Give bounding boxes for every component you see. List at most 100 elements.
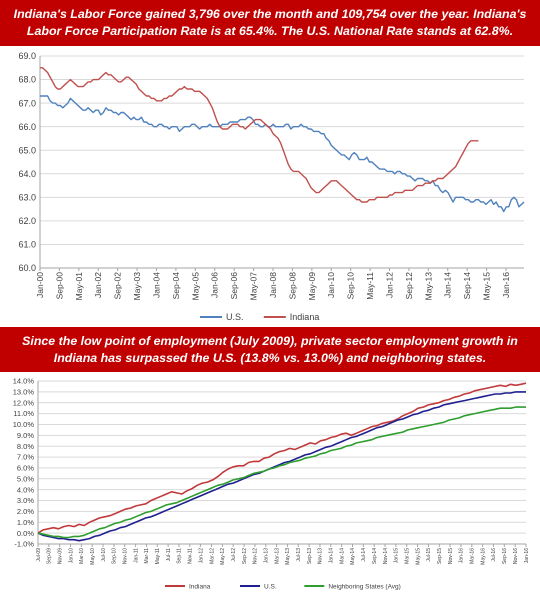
y-tick-label: 8.0%	[17, 442, 34, 451]
x-tick-label: Nov-10	[123, 548, 129, 564]
x-tick-label: May-07	[249, 272, 259, 301]
bottom-banner-text: Since the low point of employment (July …	[22, 333, 518, 365]
x-tick-label: Mar-16	[470, 548, 476, 564]
y-tick-label: 3.0%	[17, 496, 34, 505]
series-line-indiana	[40, 67, 479, 203]
x-tick-label: Sep-12	[242, 548, 248, 564]
x-tick-label: Sep-16	[502, 548, 508, 564]
x-tick-label: May-12	[220, 548, 226, 565]
employment-growth-chart: -1.0% 0.0% 1.0% 2.0% 3.0% 4.0% 5.0% 6.0% 7.0% 8.0…	[0, 372, 540, 595]
y-tick-label: 65.0	[18, 145, 36, 155]
x-tick-label: Jan-14	[329, 548, 335, 564]
x-tick-label: Sep-06	[229, 272, 239, 300]
x-tick-label: Jul-11	[166, 548, 172, 561]
x-tick-label: Jan-15	[394, 548, 400, 564]
x-tick-label: Jan-14	[443, 272, 453, 298]
x-tick-label: Nov-14	[383, 548, 389, 564]
x-tick-label: Sep-02	[113, 272, 123, 300]
series-line-u-s	[37, 391, 526, 542]
x-tick-label: Mar-13	[274, 548, 280, 564]
x-tick-label: Nov-09	[57, 548, 63, 564]
y-tick-label: 11.0%	[13, 409, 34, 418]
x-tick-label: Jan-13	[263, 548, 269, 564]
x-tick-label: May-15	[415, 548, 421, 565]
x-tick-label: Sep-14	[462, 272, 472, 300]
series-line-u-s	[40, 95, 525, 213]
y-tick-label: -1.0%	[14, 540, 34, 549]
y-tick-label: 5.0%	[17, 474, 34, 483]
y-tick-label: 7.0%	[17, 453, 34, 462]
series-line-indiana	[37, 382, 527, 534]
x-tick-label: May-13	[285, 548, 291, 565]
x-tick-label: Sep-10	[346, 272, 356, 300]
y-tick-label: 1.0%	[17, 518, 34, 527]
legend-label-neighboring-states-avg: Neighboring States (Avg)	[328, 583, 401, 590]
y-tick-label: 67.0	[18, 98, 36, 108]
y-tick-label: 13.0%	[13, 387, 35, 396]
top-banner: Indiana's Labor Force gained 3,796 over …	[0, 0, 540, 46]
top-banner-text: Indiana's Labor Force gained 3,796 over …	[13, 7, 527, 38]
x-tick-label: Nov-15	[448, 548, 454, 564]
series-line-neighboring-states-avg	[37, 406, 526, 539]
x-tick-label: Nov-11	[188, 548, 194, 564]
x-tick-label: Mar-11	[144, 548, 150, 564]
x-tick-label: Jan-02	[93, 272, 103, 298]
x-tick-label: Sep-08	[287, 272, 297, 300]
x-tick-label: Mar-15	[404, 548, 410, 564]
x-tick-label: Jan-10	[68, 548, 74, 564]
y-tick-label: 60.0	[18, 263, 36, 273]
y-tick-label: 10.0%	[13, 420, 35, 429]
x-tick-label: Jul-09	[36, 548, 42, 562]
x-tick-label: Jul-10	[101, 548, 107, 562]
x-tick-label: Sep-14	[372, 548, 378, 564]
x-tick-label: Mar-10	[79, 548, 85, 564]
y-tick-label: 2.0%	[17, 507, 34, 516]
y-tick-label: 9.0%	[17, 431, 34, 440]
participation-rate-chart-svg: 60.0 61.0 62.0 63.0 64.0 65.0 66.0 67.0 68.0 69.0…	[18, 51, 525, 322]
x-tick-label: Mar-12	[209, 548, 215, 564]
x-tick-label: May-09	[307, 272, 317, 301]
x-tick-label: Jul-14	[361, 548, 367, 562]
x-tick-label: Jul-15	[426, 548, 432, 562]
x-tick-label: Jan-12	[384, 272, 394, 298]
x-tick-label: Jan-06	[210, 272, 220, 298]
x-tick-label: Jul-16	[491, 548, 497, 562]
x-tick-label: Nov-13	[318, 548, 324, 564]
y-tick-label: 6.0%	[17, 464, 34, 473]
participation-rate-chart: 60.0 61.0 62.0 63.0 64.0 65.0 66.0 67.0 68.0 69.0…	[0, 46, 540, 327]
x-tick-label: Jan-16	[501, 272, 511, 298]
x-tick-label: Sep-09	[47, 548, 53, 564]
x-tick-label: May-01	[74, 272, 84, 301]
legend-label-u-s: U.S.	[264, 583, 277, 590]
x-tick-label: May-14	[350, 548, 356, 565]
x-tick-label: Sep-00	[54, 272, 64, 300]
legend-label-indiana: Indiana	[189, 583, 211, 590]
x-tick-label: Jan-16	[524, 548, 530, 564]
x-tick-label: Jan-10	[326, 272, 336, 298]
x-tick-label: Sep-13	[307, 548, 313, 564]
x-tick-label: May-10	[90, 548, 96, 565]
y-tick-label: 4.0%	[17, 485, 34, 494]
y-tick-label: 0.0%	[17, 529, 34, 538]
x-tick-label: Jul-12	[231, 548, 237, 562]
y-tick-label: 68.0	[18, 75, 36, 85]
y-tick-label: 63.0	[18, 192, 36, 202]
x-tick-label: May-13	[423, 272, 433, 301]
x-tick-label: May-11	[365, 272, 375, 300]
y-tick-label: 14.0%	[13, 377, 35, 386]
y-tick-label: 69.0	[18, 51, 36, 61]
x-tick-label: Sep-04	[171, 272, 181, 300]
x-tick-label: Jan-08	[268, 272, 278, 298]
x-tick-label: Sep-11	[177, 548, 183, 564]
x-tick-label: Sep-12	[404, 272, 414, 300]
legend-label-u-s: U.S.	[226, 312, 244, 322]
x-tick-label: Jan-04	[151, 272, 161, 298]
x-tick-label: Sep-15	[437, 548, 443, 564]
legend-label-indiana: Indiana	[290, 312, 320, 322]
x-tick-label: Nov-12	[253, 548, 259, 564]
x-tick-label: Jan-12	[198, 548, 204, 564]
x-tick-label: Sep-10	[112, 548, 118, 564]
y-tick-label: 12.0%	[13, 398, 35, 407]
y-tick-label: 64.0	[18, 169, 36, 179]
x-tick-label: Jan-11	[133, 548, 139, 563]
